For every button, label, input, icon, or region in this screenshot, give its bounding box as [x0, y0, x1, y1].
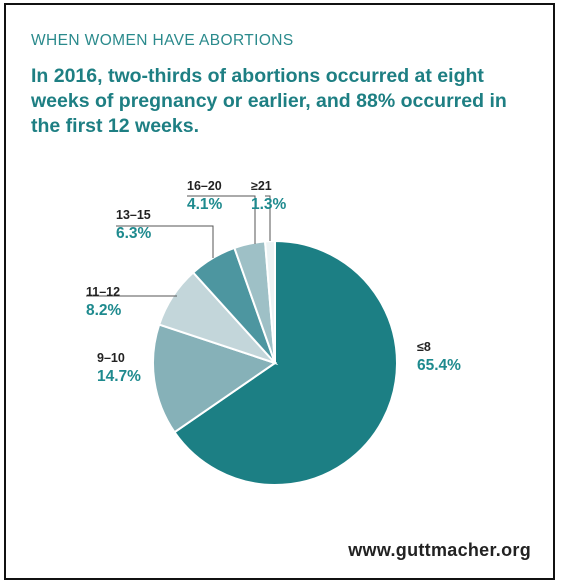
figure-kicker: WHEN WOMEN HAVE ABORTIONS	[31, 32, 294, 49]
pie-slice-le8	[173, 239, 398, 486]
leader-line-ge21	[265, 195, 271, 241]
figure-headline: In 2016, two-thirds of abortions occurre…	[31, 65, 507, 137]
slice-value-label: 1.3%	[251, 196, 287, 213]
slice-category-label: 11–12	[86, 285, 120, 299]
slice-category-label: 13–15	[116, 208, 151, 222]
pie-slice-9-10	[152, 323, 278, 434]
figure-frame	[4, 3, 555, 580]
slice-value-label: 65.4%	[417, 357, 461, 374]
slice-value-label: 6.3%	[116, 225, 152, 242]
slice-category-label: ≤8	[417, 340, 431, 354]
slice-category-label: ≥21	[251, 179, 272, 193]
pie-slice-ge21	[263, 239, 276, 364]
slice-category-label: 9–10	[97, 351, 125, 365]
leader-line-13-15	[116, 225, 214, 258]
leader-line-16-20	[187, 195, 256, 244]
slice-value-label: 8.2%	[86, 302, 122, 319]
slice-value-label: 4.1%	[187, 196, 223, 213]
slice-value-label: 14.7%	[97, 368, 141, 385]
source-url: www.guttmacher.org	[348, 540, 531, 560]
slice-category-label: 16–20	[187, 179, 222, 193]
